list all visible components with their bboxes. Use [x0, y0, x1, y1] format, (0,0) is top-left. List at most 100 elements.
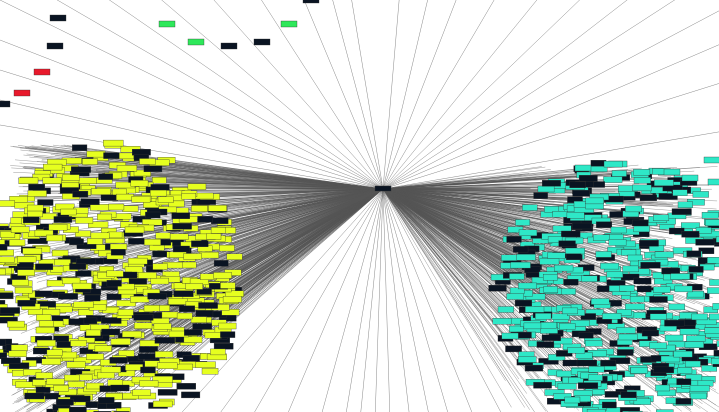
- cluster-node-left[interactable]: [220, 331, 236, 338]
- scattered-node[interactable]: [220, 42, 238, 50]
- cluster-node-left[interactable]: [152, 376, 173, 383]
- cluster-node-right[interactable]: [685, 374, 703, 381]
- cluster-node-right[interactable]: [611, 170, 627, 177]
- cluster-node-right[interactable]: [586, 409, 606, 412]
- cluster-node-left[interactable]: [116, 165, 138, 172]
- cluster-node-left[interactable]: [157, 196, 174, 203]
- cluster-node-left[interactable]: [0, 339, 6, 346]
- cluster-node-left[interactable]: [0, 256, 15, 263]
- cluster-node-right[interactable]: [604, 391, 621, 398]
- cluster-node-left[interactable]: [213, 272, 232, 279]
- cluster-node-left[interactable]: [9, 239, 26, 246]
- cluster-node-right[interactable]: [616, 327, 636, 334]
- cluster-node-right[interactable]: [677, 201, 693, 208]
- cluster-node-left[interactable]: [139, 158, 156, 165]
- cluster-node-right[interactable]: [681, 231, 700, 238]
- cluster-node-left[interactable]: [86, 150, 106, 158]
- cluster-node-left[interactable]: [0, 304, 8, 311]
- cluster-node-left[interactable]: [78, 409, 99, 412]
- cluster-node-left[interactable]: [53, 385, 69, 392]
- cluster-node-right[interactable]: [539, 258, 560, 265]
- cluster-node-left[interactable]: [130, 180, 149, 187]
- cluster-node-right[interactable]: [713, 350, 719, 357]
- cluster-node-right[interactable]: [627, 254, 643, 262]
- cluster-node-left[interactable]: [219, 244, 235, 252]
- cluster-node-left[interactable]: [100, 366, 121, 373]
- cluster-node-right[interactable]: [510, 261, 531, 269]
- cluster-node-left[interactable]: [70, 340, 87, 347]
- cluster-node-right[interactable]: [684, 341, 704, 348]
- cluster-node-right[interactable]: [573, 390, 593, 397]
- cluster-node-right[interactable]: [632, 184, 652, 192]
- cluster-node-left[interactable]: [150, 277, 169, 285]
- cluster-node-left[interactable]: [8, 350, 27, 357]
- cluster-node-left[interactable]: [173, 290, 194, 297]
- cluster-node-left[interactable]: [147, 292, 167, 300]
- cluster-node-right[interactable]: [544, 206, 559, 213]
- cluster-node-left[interactable]: [176, 312, 193, 320]
- cluster-node-right[interactable]: [681, 222, 700, 229]
- cluster-node-left[interactable]: [117, 283, 135, 291]
- cluster-node-left[interactable]: [134, 322, 153, 329]
- cluster-node-right[interactable]: [630, 367, 648, 374]
- cluster-node-right[interactable]: [677, 367, 693, 374]
- cluster-node-right[interactable]: [488, 285, 507, 292]
- cluster-node-left[interactable]: [187, 183, 207, 190]
- cluster-node-right[interactable]: [602, 313, 622, 320]
- cluster-node-right[interactable]: [541, 334, 561, 341]
- cluster-node-right[interactable]: [590, 160, 607, 167]
- cluster-node-left[interactable]: [155, 232, 171, 239]
- cluster-node-left[interactable]: [101, 317, 122, 324]
- cluster-node-right[interactable]: [658, 193, 678, 200]
- cluster-node-right[interactable]: [622, 265, 639, 273]
- cluster-node-left[interactable]: [172, 245, 190, 253]
- cluster-node-left[interactable]: [59, 187, 80, 194]
- cluster-node-right[interactable]: [533, 382, 552, 389]
- cluster-node-left[interactable]: [226, 253, 243, 260]
- cluster-node-left[interactable]: [35, 372, 53, 379]
- cluster-node-right[interactable]: [559, 288, 576, 295]
- cluster-node-left[interactable]: [181, 193, 196, 200]
- cluster-node-left[interactable]: [0, 352, 7, 359]
- cluster-node-left[interactable]: [42, 309, 61, 316]
- cluster-node-right[interactable]: [653, 366, 674, 374]
- cluster-node-left[interactable]: [0, 231, 16, 238]
- cluster-node-right[interactable]: [535, 313, 552, 320]
- cluster-node-right[interactable]: [501, 332, 519, 340]
- cluster-node-right[interactable]: [709, 313, 719, 321]
- cluster-node-left[interactable]: [0, 200, 15, 207]
- cluster-node-left[interactable]: [97, 213, 113, 221]
- cluster-node-right[interactable]: [676, 378, 692, 385]
- cluster-node-right[interactable]: [686, 335, 706, 342]
- cluster-node-left[interactable]: [168, 298, 188, 305]
- cluster-node-left[interactable]: [107, 231, 123, 239]
- cluster-node-left[interactable]: [76, 242, 97, 249]
- cluster-node-left[interactable]: [154, 351, 174, 358]
- cluster-node-right[interactable]: [664, 319, 685, 327]
- cluster-node-right[interactable]: [570, 320, 590, 327]
- cluster-node-left[interactable]: [161, 311, 179, 319]
- cluster-node-left[interactable]: [56, 341, 73, 348]
- cluster-node-left[interactable]: [143, 238, 161, 246]
- cluster-node-left[interactable]: [201, 368, 219, 375]
- cluster-node-right[interactable]: [567, 347, 586, 354]
- cluster-node-right[interactable]: [518, 356, 537, 363]
- cluster-node-left[interactable]: [23, 216, 40, 224]
- cluster-node-right[interactable]: [633, 169, 651, 176]
- cluster-node-left[interactable]: [14, 287, 33, 294]
- cluster-node-left[interactable]: [77, 177, 97, 184]
- cluster-node-left[interactable]: [43, 163, 63, 171]
- cluster-node-left[interactable]: [17, 256, 37, 263]
- cluster-node-right[interactable]: [619, 285, 635, 292]
- cluster-node-left[interactable]: [86, 353, 104, 360]
- cluster-node-right[interactable]: [707, 287, 719, 294]
- cluster-node-left[interactable]: [75, 270, 92, 277]
- cluster-node-left[interactable]: [53, 216, 73, 223]
- cluster-node-left[interactable]: [87, 238, 104, 245]
- cluster-node-right[interactable]: [552, 225, 572, 232]
- cluster-node-left[interactable]: [116, 300, 136, 307]
- cluster-node-left[interactable]: [28, 183, 45, 191]
- cluster-node-right[interactable]: [707, 178, 719, 186]
- cluster-node-left[interactable]: [152, 177, 167, 184]
- cluster-node-left[interactable]: [195, 361, 216, 368]
